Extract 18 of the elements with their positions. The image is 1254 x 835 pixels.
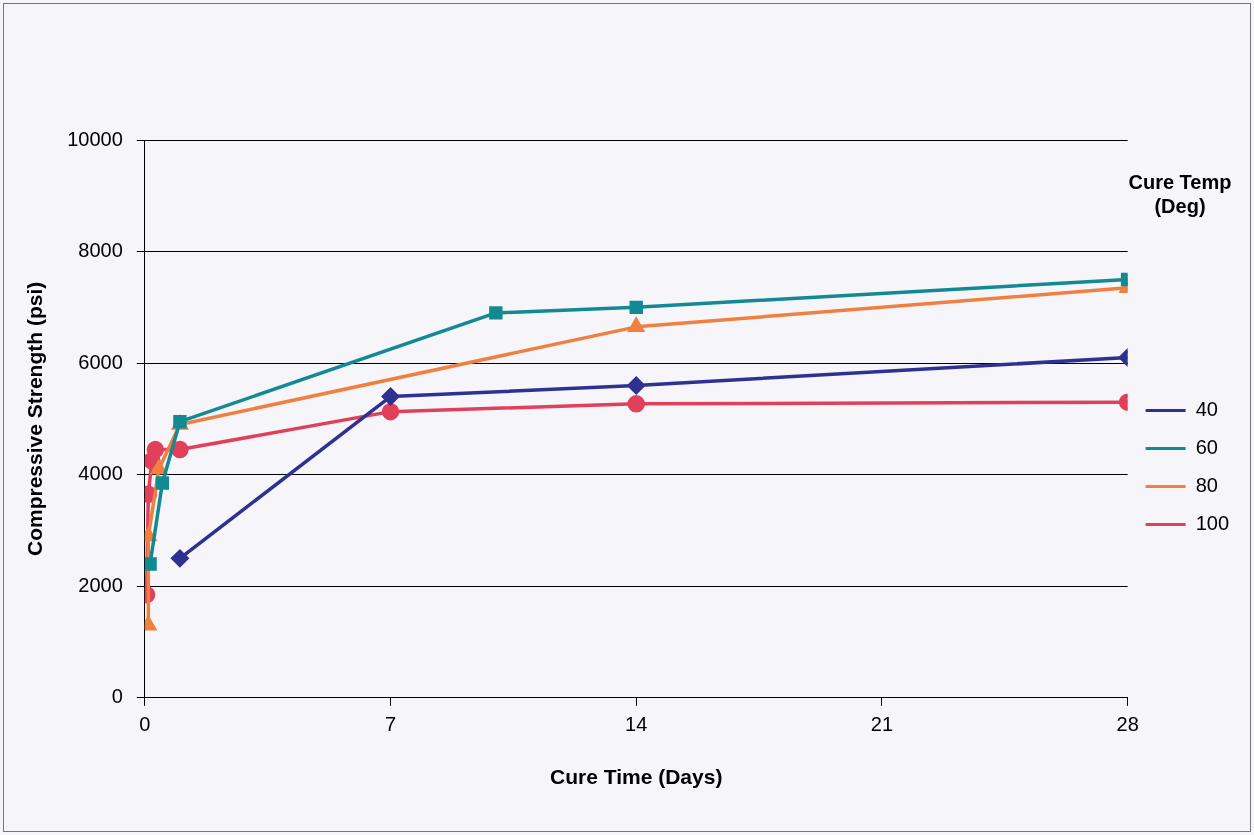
y-tick-label: 2000 (78, 573, 123, 596)
y-tick-label: 10000 (67, 127, 123, 150)
y-tick-label: 0 (111, 685, 123, 708)
legend-label: 80 (1195, 474, 1218, 497)
x-tick-label: 7 (384, 713, 397, 736)
x-tick-label: 21 (870, 713, 894, 736)
y-tick-label: 4000 (78, 462, 123, 485)
legend-label: 60 (1195, 436, 1218, 459)
x-tick-label: 14 (625, 713, 648, 736)
legend-label: 40 (1195, 398, 1218, 421)
y-tick-label: 8000 (78, 239, 123, 262)
legend-label: 100 (1195, 512, 1230, 535)
x-tick-label: 0 (139, 713, 151, 736)
y-axis-title: Compressive Strength (psi) (23, 281, 47, 557)
legend-title: Cure Temp (Deg) (1127, 170, 1233, 218)
x-tick-label: 28 (1116, 713, 1139, 736)
x-axis-title: Cure Time (Days) (550, 765, 723, 789)
y-tick-label: 6000 (78, 350, 123, 373)
